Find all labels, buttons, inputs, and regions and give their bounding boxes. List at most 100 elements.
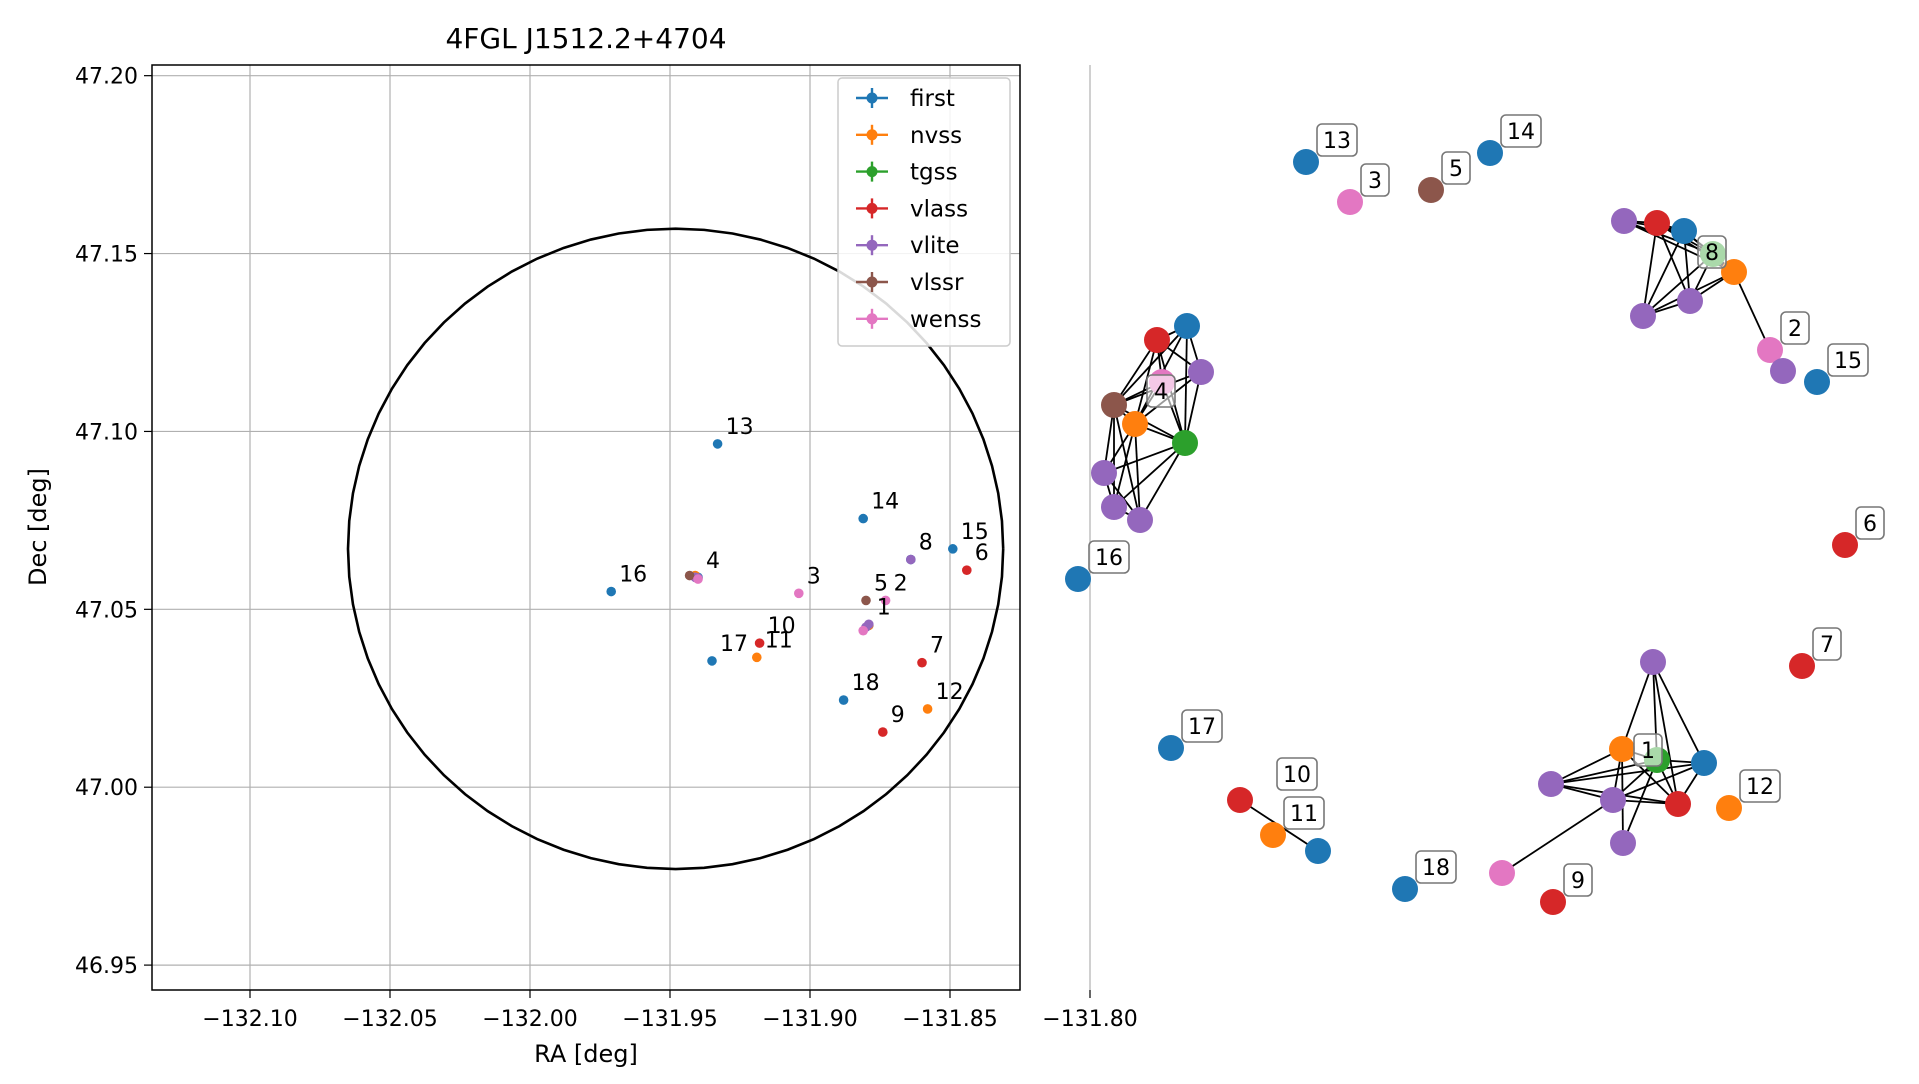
node-label: 11 [1290, 802, 1318, 827]
point-label: 8 [919, 531, 933, 556]
y-tick-label: 47.10 [75, 420, 138, 445]
point-label: 10 [768, 614, 796, 639]
network-node [1677, 288, 1703, 314]
point-label: 16 [619, 563, 647, 588]
network-node [1538, 771, 1564, 797]
legend-marker-dot [866, 129, 878, 141]
legend-label: tgss [910, 160, 958, 186]
data-point-first [858, 513, 868, 524]
y-axis-label: Dec [deg] [24, 468, 52, 586]
node-label-box [1441, 151, 1471, 185]
node-label-box [1088, 540, 1130, 574]
network-panel: 13 3 5 14 8 2 15 4 16 6 7 17 1 12 10 11 18 9 [1065, 114, 1885, 915]
network-node [1665, 791, 1691, 817]
network-node [1305, 838, 1331, 864]
data-point-first [838, 695, 849, 705]
node-label: 2 [1788, 317, 1802, 342]
network-node [1609, 736, 1635, 762]
point-label: 4 [706, 549, 720, 574]
data-point-wenss [880, 595, 891, 606]
network-edge [1550, 762, 1705, 785]
legend-marker-dot [866, 166, 878, 178]
point-label: 9 [891, 703, 905, 728]
network-edge [1652, 661, 1705, 764]
network-node [1337, 189, 1363, 215]
node-label-box [1360, 163, 1390, 197]
network-node [1804, 369, 1830, 395]
point-label: 12 [936, 680, 964, 705]
legend-label: vlssr [910, 270, 964, 296]
network-edge [1621, 661, 1654, 750]
network-node [1600, 787, 1626, 813]
node-label-box [1780, 311, 1810, 345]
node-label: 4 [1154, 380, 1168, 405]
data-point-first [712, 439, 723, 449]
network-node [1721, 259, 1747, 285]
network-node [1188, 359, 1214, 385]
node-label-box [1283, 796, 1325, 830]
network-edge [1113, 442, 1186, 508]
network-node [1611, 208, 1637, 234]
point-label: 15 [961, 520, 989, 545]
network-edge [1612, 762, 1705, 801]
network-edge [1550, 748, 1623, 785]
node-label-box [1855, 506, 1885, 540]
point-label: 13 [726, 415, 754, 440]
node-label: 10 [1283, 763, 1311, 788]
data-point-nvss [752, 652, 762, 663]
node-label: 16 [1095, 546, 1123, 571]
node-label: 5 [1449, 157, 1463, 182]
node-label: 14 [1507, 120, 1535, 145]
point-label: 7 [930, 634, 944, 659]
node-label-box [1697, 235, 1727, 269]
network-node [1477, 140, 1503, 166]
node-label: 9 [1571, 869, 1585, 894]
data-point-first [606, 586, 616, 597]
network-node-labels: 13 3 5 14 8 2 15 4 16 6 7 17 1 12 10 11 18 9 [1088, 114, 1885, 897]
x-tick-label: −131.95 [622, 1007, 717, 1032]
network-node [1757, 337, 1783, 363]
network-node [1101, 494, 1127, 520]
y-axis-ticks: 46.95 47.00 47.05 47.10 47.15 47.20 [75, 65, 152, 979]
node-label-box [1276, 757, 1318, 791]
point-label: 5 [874, 571, 888, 596]
x-tick-label: −132.05 [342, 1007, 437, 1032]
node-label-box [1739, 769, 1781, 803]
point-label: 3 [807, 564, 821, 589]
network-node [1122, 411, 1148, 437]
data-point-vlass [962, 565, 972, 575]
node-label: 17 [1188, 715, 1216, 740]
network-edge [1134, 423, 1141, 521]
network-node [1091, 460, 1117, 486]
network-edge [1501, 799, 1614, 874]
data-point-nvss [922, 704, 933, 714]
network-node [1789, 653, 1815, 679]
node-label-box [1316, 123, 1358, 157]
node-label: 18 [1422, 856, 1450, 881]
node-label: 6 [1863, 512, 1877, 537]
data-point-wenss [693, 574, 703, 584]
node-label: 8 [1705, 241, 1719, 266]
axes-frame [151, 64, 1021, 991]
node-label-box [1633, 733, 1663, 767]
data-point-vlite [906, 554, 916, 565]
legend-marker-dot [866, 239, 878, 251]
data-point-vlssr [684, 570, 695, 581]
point-label: 14 [871, 490, 899, 515]
network-node [1489, 860, 1515, 886]
legend-label: first [910, 86, 955, 112]
y-tick-label: 47.05 [75, 598, 138, 623]
x-tick-label: −131.90 [762, 1007, 857, 1032]
network-nodes [1065, 140, 1858, 915]
y-tick-label: 47.00 [75, 776, 138, 801]
legend-box [837, 77, 1011, 347]
network-edge [1642, 222, 1658, 317]
legend-marker-dot [866, 202, 878, 214]
point-label: 18 [852, 671, 880, 696]
y-tick-label: 46.95 [75, 954, 138, 979]
legend-marker-dot [866, 276, 878, 288]
node-label: 1 [1641, 739, 1655, 764]
